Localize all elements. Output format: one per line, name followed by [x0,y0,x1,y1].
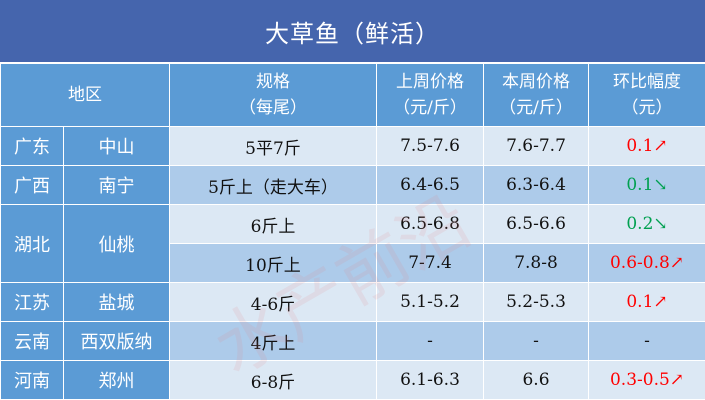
last-price: 7-7.4 [376,243,484,283]
province: 湖北 [0,204,64,283]
last-price: 5.1-5.2 [376,282,484,322]
spec: 4-6斤 [169,282,377,322]
header-this-unit: （元/斤） [499,98,573,118]
table-row: 河南 郑州 6-8斤 6.1-6.3 6.6 0.3-0.5↗ [0,360,705,400]
header-change-unit: （元） [621,98,673,118]
city: 盐城 [63,282,170,322]
spec: 5平7斤 [169,126,377,166]
this-price: - [483,321,589,361]
province: 江苏 [0,282,64,322]
header-spec-unit: （每尾） [239,98,307,118]
last-price: 6.1-6.3 [376,360,484,400]
table-row: 江苏 盐城 4-6斤 5.1-5.2 5.2-5.3 0.1↗ [0,282,705,322]
spec: 5斤上（走大车） [169,165,377,205]
province: 云南 [0,321,64,361]
last-price: 6.4-6.5 [376,165,484,205]
header-change-label: 环比幅度 [613,72,681,92]
header-last-unit: （元/斤） [393,98,467,118]
province: 广东 [0,126,64,166]
this-price: 6.3-6.4 [483,165,589,205]
last-price: 7.5-7.6 [376,126,484,166]
change: 0.1↗ [588,282,705,322]
table-row: 广西 南宁 5斤上（走大车） 6.4-6.5 6.3-6.4 0.1↘ [0,165,705,205]
header-last: 上周价格 （元/斤） [376,63,484,127]
change: 0.6-0.8↗ [588,243,705,283]
page-title: 大草鱼（鲜活） [0,0,705,64]
table-row: 广东 中山 5平7斤 7.5-7.6 7.6-7.7 0.1↗ [0,126,705,166]
this-price: 7.8-8 [483,243,589,283]
spec: 10斤上 [169,243,377,283]
change: - [588,321,705,361]
city: 中山 [63,126,170,166]
header-this: 本周价格 （元/斤） [483,63,589,127]
this-price: 6.6 [483,360,589,400]
spec: 6-8斤 [169,360,377,400]
table-row: 湖北 仙桃 6斤上 6.5-6.8 6.5-6.6 0.2↘ [0,204,705,283]
this-price: 5.2-5.3 [483,282,589,322]
header-spec: 规格 （每尾） [169,63,377,127]
price-table: 地区 规格 （每尾） 上周价格 （元/斤） 本周价格 （元/斤） 环比幅度 （元） 广东… [0,63,705,400]
spec: 6斤上 [169,204,377,244]
this-price: 7.6-7.7 [483,126,589,166]
spec: 4斤上 [169,321,377,361]
header-region: 地区 [0,63,170,127]
last-price: - [376,321,484,361]
this-price: 6.5-6.6 [483,204,589,244]
city: 仙桃 [63,204,170,283]
change: 0.3-0.5↗ [588,360,705,400]
header-last-label: 上周价格 [396,72,464,92]
province: 河南 [0,360,64,400]
last-price: 6.5-6.8 [376,204,484,244]
header-this-label: 本周价格 [502,72,570,92]
city: 郑州 [63,360,170,400]
header-spec-label: 规格 [256,72,290,92]
header-row: 地区 规格 （每尾） 上周价格 （元/斤） 本周价格 （元/斤） 环比幅度 （元） [0,63,705,127]
table-row: 云南 西双版纳 4斤上 - - - [0,321,705,361]
city: 西双版纳 [63,321,170,361]
change: 0.2↘ [588,204,705,244]
province: 广西 [0,165,64,205]
change: 0.1↗ [588,126,705,166]
header-change: 环比幅度 （元） [588,63,705,127]
city: 南宁 [63,165,170,205]
table-row: 10斤上 7-7.4 7.8-8 0.6-0.8↗ [1,243,705,283]
change: 0.1↘ [588,165,705,205]
